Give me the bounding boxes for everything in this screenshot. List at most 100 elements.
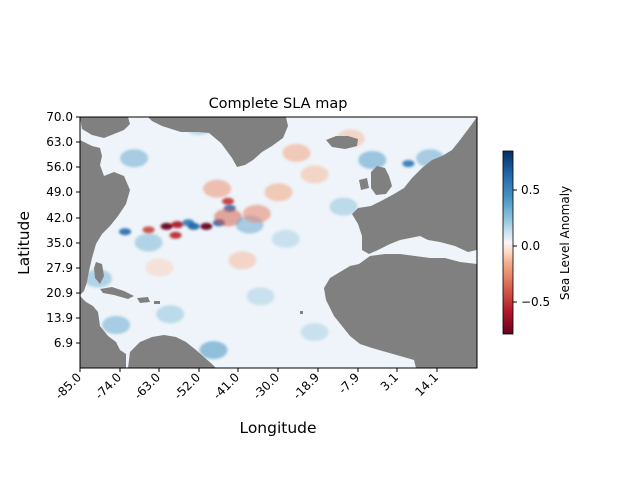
x-tick: -18.9 [290, 368, 322, 402]
landmass-puerto-rico [154, 301, 160, 304]
sla-eddy [358, 151, 387, 169]
x-tick-label: -85.0 [52, 370, 84, 402]
sla-eddy [282, 143, 311, 162]
y-tick: 27.9 [46, 261, 80, 275]
colorbar-tick: 0.0 [513, 239, 540, 253]
sla-eddy [264, 183, 293, 202]
landmass-hispaniola [137, 297, 150, 303]
x-tick-label: -63.0 [131, 370, 163, 402]
sla-eddy [228, 251, 257, 270]
sla-eddy [142, 226, 155, 234]
map-plot-area [80, 117, 477, 368]
landmass-greenland [148, 117, 288, 167]
landmass-canary-islands [300, 311, 303, 314]
y-tick-label: 49.0 [46, 185, 73, 199]
landmass-baffin [80, 117, 130, 138]
x-tick: -7.9 [336, 368, 362, 397]
y-axis-label: Latitude [15, 211, 33, 275]
sla-eddy [134, 233, 163, 252]
sla-eddy [300, 165, 329, 184]
sla-eddy [171, 221, 184, 229]
y-tick: 6.9 [54, 336, 80, 350]
y-tick: 70.0 [46, 110, 80, 124]
colorbar-tick-label: 0.0 [521, 239, 540, 253]
x-axis-label: Longitude [239, 419, 316, 437]
colorbar-label: Sea Level Anomaly [558, 186, 572, 300]
landmass-iceland [326, 136, 358, 149]
landmass-cuba [100, 287, 134, 299]
land-mask [80, 117, 477, 368]
y-tick-label: 6.9 [54, 336, 73, 350]
colorbar-tick-label: −0.5 [521, 295, 550, 309]
sla-anomaly-field [84, 117, 445, 367]
colorbar-tick: 0.5 [513, 183, 540, 197]
sla-eddy [199, 341, 228, 360]
landmass-central-america [80, 296, 126, 368]
sla-eddy [156, 305, 185, 324]
sla-eddy [222, 197, 234, 205]
y-tick: 13.9 [46, 311, 80, 325]
landmass-europe [352, 117, 477, 254]
landmass-south-america [128, 335, 216, 368]
sla-eddy [402, 160, 415, 168]
x-tick-label: -52.0 [171, 370, 203, 402]
sla-eddy [214, 208, 242, 227]
sla-eddy [329, 197, 358, 216]
sla-eddy [246, 287, 275, 306]
landmass-north-america [80, 140, 130, 295]
y-tick-label: 63.0 [46, 135, 73, 149]
x-tick-label: -30.0 [250, 370, 282, 402]
sla-eddy [203, 179, 232, 198]
x-tick: 3.1 [378, 368, 401, 394]
y-tick: 49.0 [46, 185, 80, 199]
colorbar: 0.5 0.0 −0.5 Sea Level Anomaly [502, 150, 572, 335]
y-tick: 63.0 [46, 135, 80, 149]
x-tick-label: -18.9 [290, 370, 322, 402]
landmass-ireland [359, 178, 369, 190]
sla-eddy [300, 323, 329, 342]
y-tick: 56.0 [46, 160, 80, 174]
x-tick-label: -41.0 [210, 370, 242, 402]
sla-eddy [271, 229, 300, 248]
y-tick: 42.0 [46, 211, 80, 225]
x-tick: -41.0 [210, 368, 242, 402]
landmass-africa [324, 254, 477, 368]
y-tick-label: 42.0 [46, 211, 73, 225]
x-tick-label: 3.1 [378, 370, 401, 393]
y-tick-label: 35.0 [46, 236, 73, 250]
x-tick: -30.0 [250, 368, 282, 402]
landmass-florida [94, 262, 104, 284]
y-tick-label: 56.0 [46, 160, 73, 174]
sla-eddy [145, 258, 174, 277]
x-tick: -74.0 [92, 368, 124, 402]
sla-eddy [169, 231, 182, 239]
colorbar-tick: −0.5 [513, 295, 550, 309]
y-tick-label: 70.0 [46, 110, 73, 124]
x-tick: -85.0 [52, 368, 84, 402]
x-axis-ticks: -85.0 -74.0 -63.0 -52.0 -41.0 -30.0 -18.… [52, 368, 441, 402]
sla-eddy [187, 222, 200, 230]
y-axis-ticks: 70.0 63.0 56.0 49.0 42.0 35.0 27.9 20.9 … [46, 110, 80, 350]
x-tick: 14.1 [412, 368, 441, 399]
x-tick-label: -74.0 [92, 370, 124, 402]
y-tick-label: 13.9 [46, 311, 73, 325]
x-tick-label: 14.1 [412, 370, 441, 399]
y-tick: 35.0 [46, 236, 80, 250]
y-tick-label: 27.9 [46, 261, 73, 275]
y-tick: 20.9 [46, 286, 80, 300]
sla-eddy [200, 222, 213, 230]
sla-eddy [242, 204, 271, 223]
map-title: Complete SLA map [209, 96, 348, 112]
sla-eddy [160, 222, 173, 230]
colorbar-gradient [502, 150, 514, 335]
sla-eddy [102, 316, 131, 334]
y-tick-label: 20.9 [46, 286, 73, 300]
x-tick: -52.0 [171, 368, 203, 402]
sla-eddy [119, 228, 132, 236]
colorbar-tick-label: 0.5 [521, 183, 540, 197]
landmass-great-britain [371, 166, 392, 195]
x-tick: -63.0 [131, 368, 163, 402]
x-tick-label: -7.9 [336, 370, 362, 396]
sla-eddy [120, 149, 149, 168]
